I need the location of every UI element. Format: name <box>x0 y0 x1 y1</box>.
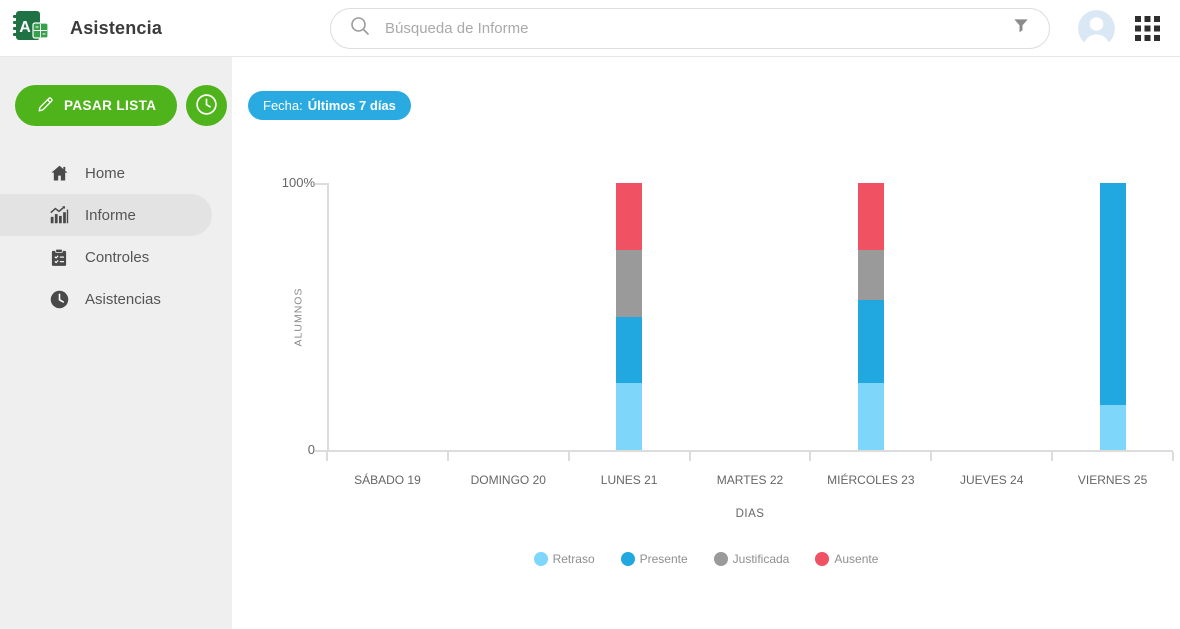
legend-label: Presente <box>639 552 688 566</box>
sidebar: PASAR LISTA Home <box>0 57 232 629</box>
sidebar-item-label: Asistencias <box>85 290 161 308</box>
search-icon <box>349 15 371 42</box>
x-tick-label: MARTES 22 <box>716 473 784 487</box>
svg-text:A: A <box>19 19 31 36</box>
bar-segment-ausente[interactable] <box>857 183 884 250</box>
y-axis-line <box>327 183 329 452</box>
search-input[interactable] <box>385 20 997 37</box>
legend-label: Justificada <box>732 552 790 566</box>
home-icon <box>48 162 70 184</box>
pass-list-label: PASAR LISTA <box>64 98 157 113</box>
pass-list-button[interactable]: PASAR LISTA <box>15 85 178 126</box>
pencil-icon <box>36 95 55 117</box>
x-tick-label: VIERNES 25 <box>1077 473 1148 487</box>
x-tick-label: JUEVES 24 <box>960 473 1024 487</box>
top-bar: A Asistencia <box>0 0 1180 57</box>
sidebar-item-asistencias[interactable]: Asistencias <box>0 278 232 320</box>
x-tick-label: MIÉRCOLES 23 <box>827 473 915 487</box>
chart-legend: Retraso Presente Justificada Ausente <box>232 552 1180 566</box>
x-axis-tick <box>930 452 933 461</box>
date-filter-value: Últimos 7 días <box>307 98 396 113</box>
sidebar-item-controles[interactable]: Controles <box>0 236 232 278</box>
x-axis-line <box>327 450 1173 452</box>
date-filter-chip[interactable]: Fecha: Últimos 7 días <box>248 91 411 120</box>
page-title: Asistencia <box>70 18 163 38</box>
filter-icon[interactable] <box>1011 16 1031 41</box>
sidebar-item-home[interactable]: Home <box>0 152 232 194</box>
x-tick-label: LUNES 21 <box>600 473 658 487</box>
x-axis-tick <box>1051 452 1054 461</box>
sidebar-item-label: Informe <box>85 206 136 224</box>
avatar[interactable] <box>1078 10 1115 47</box>
x-axis-tick <box>809 452 812 461</box>
clock-icon <box>48 288 70 310</box>
sidebar-item-informe[interactable]: Informe <box>0 194 212 236</box>
bar-segment-presente[interactable] <box>616 316 643 384</box>
brand: A Asistencia <box>12 0 162 57</box>
x-tick-label: DOMINGO 20 <box>470 473 546 487</box>
x-axis-title: DIAS <box>735 508 765 520</box>
legend-item-presente[interactable]: Presente <box>620 552 688 566</box>
bar-segment-justificada[interactable] <box>857 249 884 301</box>
sidebar-item-label: Controles <box>85 248 150 266</box>
legend-item-justificada[interactable]: Justificada <box>713 552 790 566</box>
sidebar-nav: Home Informe <box>0 152 232 320</box>
bar-segment-ausente[interactable] <box>616 183 643 250</box>
x-axis-tick <box>1172 452 1174 461</box>
clock-outline-icon <box>194 92 219 120</box>
legend-dot <box>533 552 548 566</box>
y-axis-tick <box>315 450 327 452</box>
legend-label: Ausente <box>834 552 879 566</box>
y-tick-label: 0 <box>307 442 315 457</box>
bar-segment-retraso[interactable] <box>1099 404 1126 450</box>
plot-area: ALUMNOS DIAS 100% 0 SÁBADO 19 DOMINGO 20 LUN… <box>282 175 1174 520</box>
search-bar <box>330 8 1050 49</box>
bar-segment-retraso[interactable] <box>857 383 884 450</box>
apps-grid-icon[interactable] <box>1134 15 1161 42</box>
legend-item-retraso[interactable]: Retraso <box>533 552 595 566</box>
x-tick-label: SÁBADO 19 <box>354 473 421 487</box>
bar-segment-presente[interactable] <box>857 300 884 384</box>
x-axis-tick <box>567 452 570 461</box>
y-tick-label: 100% <box>281 175 315 190</box>
legend-item-ausente[interactable]: Ausente <box>815 552 878 566</box>
x-axis-tick <box>446 452 449 461</box>
x-axis-tick <box>688 452 691 461</box>
y-axis-title: ALUMNOS <box>292 287 304 346</box>
bar-segment-retraso[interactable] <box>616 383 643 450</box>
legend-label: Retraso <box>552 552 595 566</box>
app-logo-icon: A <box>12 10 50 47</box>
main-content: Fecha: Últimos 7 días ALUMNOS DIAS 100% 0… <box>232 57 1180 629</box>
bar-chart-icon <box>48 204 70 226</box>
clipboard-icon <box>48 246 70 268</box>
legend-dot <box>620 552 635 566</box>
legend-dot <box>713 552 728 566</box>
legend-dot <box>815 552 830 566</box>
history-button[interactable] <box>186 85 228 126</box>
bar-segment-presente[interactable] <box>1099 183 1126 405</box>
date-filter-prefix: Fecha: <box>263 98 303 113</box>
y-axis-tick <box>315 183 327 185</box>
sidebar-item-label: Home <box>85 164 126 182</box>
bar-segment-justificada[interactable] <box>616 249 643 317</box>
x-axis-tick <box>326 452 328 461</box>
